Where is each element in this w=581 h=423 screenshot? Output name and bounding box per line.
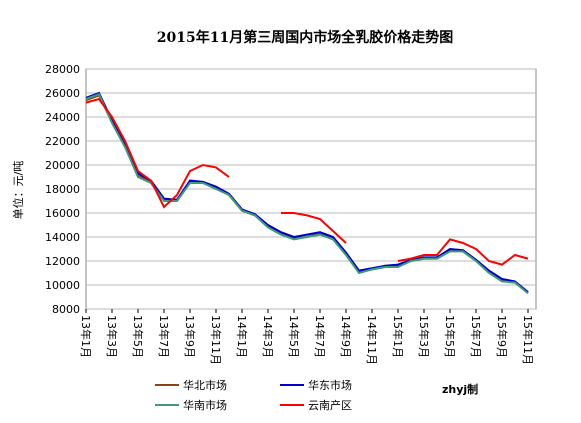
series-line (85, 97, 529, 266)
legend-label: 华东市场 (308, 378, 352, 392)
legend-label: 华南市场 (183, 398, 227, 412)
x-tick-label: 14年7月 (313, 315, 327, 358)
y-axis-label: 单位：元/吨 (11, 161, 25, 220)
annotation: zhyj制 (442, 382, 478, 396)
y-tick-label: 22000 (45, 135, 80, 148)
series-line (85, 92, 529, 295)
x-tick-label: 13年5月 (131, 315, 145, 358)
y-tick-label: 10000 (45, 279, 80, 292)
y-tick-label: 28000 (45, 63, 80, 76)
x-tick-label: 15年7月 (469, 315, 483, 358)
x-tick-label: 15年1月 (391, 315, 405, 358)
x-tick-label: 13年3月 (105, 315, 119, 358)
y-tick-label: 16000 (45, 207, 80, 220)
y-tick-label: 26000 (45, 87, 80, 100)
x-tick-label: 15年11月 (521, 315, 535, 365)
series-line (85, 91, 529, 293)
y-tick-label: 8000 (52, 303, 80, 316)
x-tick-label: 14年1月 (235, 315, 249, 358)
x-tick-label: 14年5月 (287, 315, 301, 358)
x-tick-label: 13年9月 (183, 315, 197, 358)
y-tick-label: 20000 (45, 159, 80, 172)
y-tick-label: 24000 (45, 111, 80, 124)
x-tick-label: 13年1月 (79, 315, 93, 358)
x-tick-label: 14年9月 (339, 315, 353, 358)
x-tick-label: 15年9月 (495, 315, 509, 358)
y-tick-label: 18000 (45, 183, 80, 196)
x-tick-label: 13年7月 (157, 315, 171, 358)
x-tick-label: 13年11月 (209, 315, 223, 365)
legend-label: 云南产区 (308, 398, 352, 412)
y-tick-label: 12000 (45, 255, 80, 268)
x-tick-label: 14年11月 (365, 315, 379, 365)
legend-label: 华北市场 (183, 378, 227, 392)
chart-title: 2015年11月第三周国内市场全乳胶价格走势图 (157, 29, 453, 46)
x-tick-label: 14年3月 (261, 315, 275, 358)
x-tick-label: 15年3月 (417, 315, 431, 358)
x-tick-label: 15年5月 (443, 315, 457, 358)
y-tick-label: 14000 (45, 231, 80, 244)
